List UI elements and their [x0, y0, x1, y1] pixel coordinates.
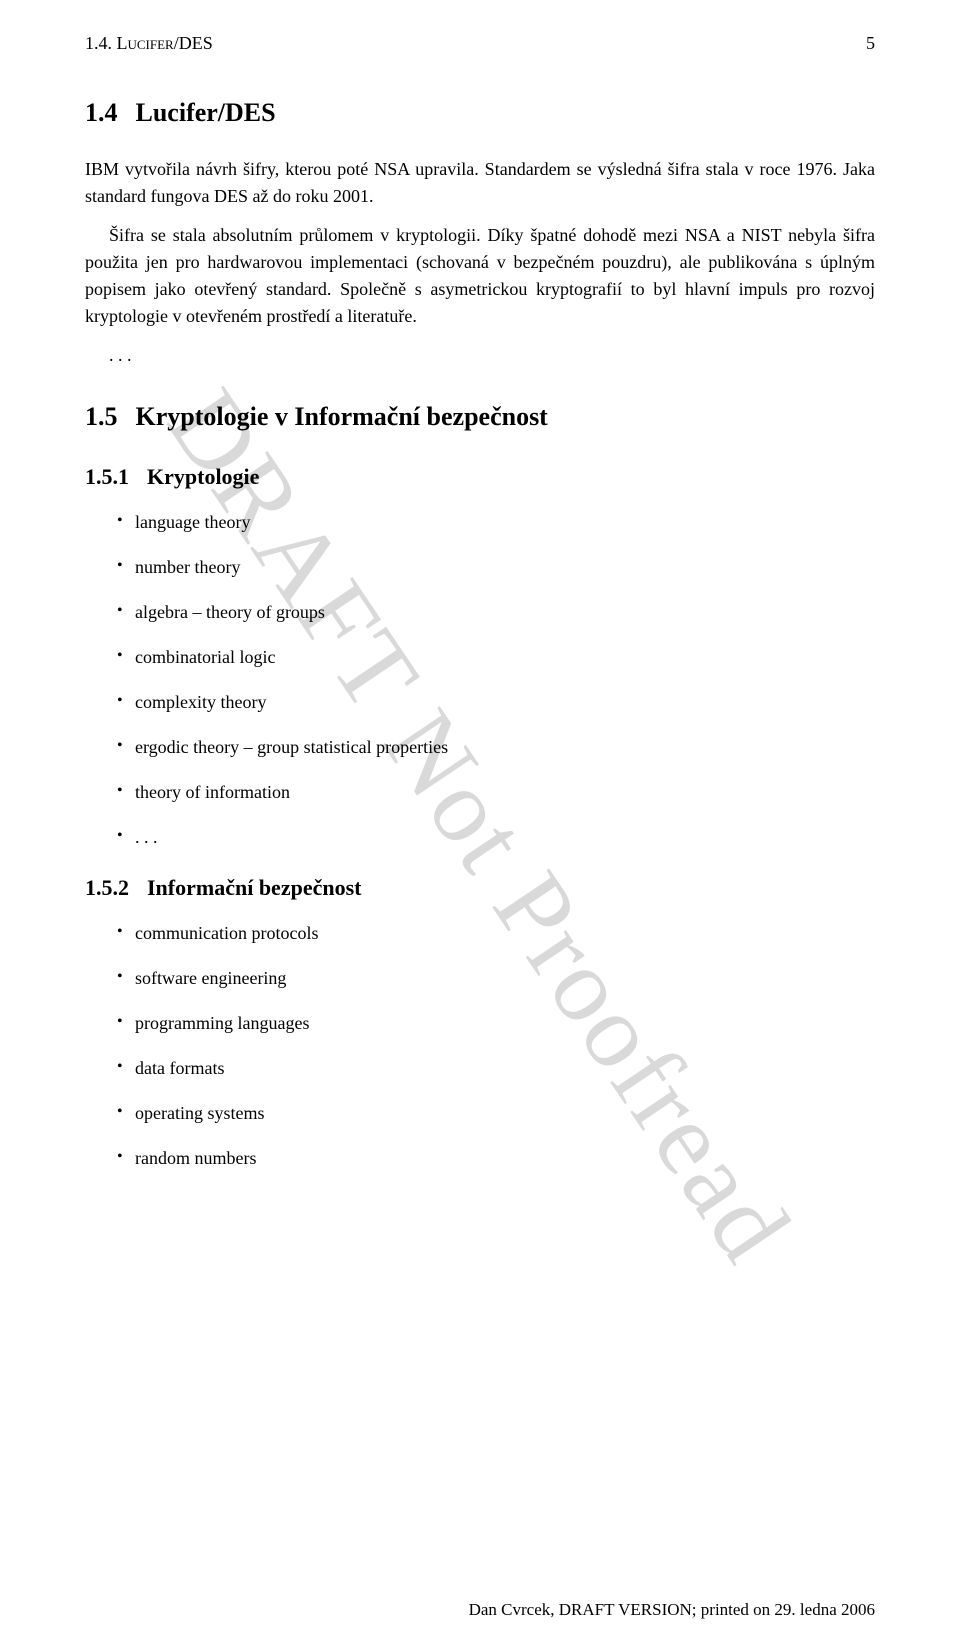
list-item: software engineering: [117, 965, 875, 992]
section-1-4-number: 1.4: [85, 93, 118, 132]
section-1-4-title: Lucifer/DES: [136, 98, 276, 127]
section-1-5-title: Kryptologie v Informační bezpečnost: [136, 402, 548, 431]
list-item: operating systems: [117, 1100, 875, 1127]
list-item: theory of information: [117, 779, 875, 806]
list-item: ergodic theory – group statistical prope…: [117, 734, 875, 761]
page-content: 1.4. Lucifer/DES 5 1.4 Lucifer/DES IBM vy…: [85, 30, 875, 1172]
list-item: data formats: [117, 1055, 875, 1082]
subsection-1-5-1-number: 1.5.1: [85, 460, 129, 493]
list-item: combinatorial logic: [117, 644, 875, 671]
subsection-1-5-2-heading: 1.5.2 Informační bezpečnost: [85, 871, 875, 904]
list-item: language theory: [117, 509, 875, 536]
list-item: complexity theory: [117, 689, 875, 716]
list-item: algebra – theory of groups: [117, 599, 875, 626]
section-1-5-number: 1.5: [85, 397, 118, 436]
subsection-1-5-1-heading: 1.5.1 Kryptologie: [85, 460, 875, 493]
list-item: number theory: [117, 554, 875, 581]
page-header: 1.4. Lucifer/DES 5: [85, 30, 875, 57]
list-item: random numbers: [117, 1145, 875, 1172]
list-item: communication protocols: [117, 920, 875, 947]
list-item: programming languages: [117, 1010, 875, 1037]
list-1-5-1: language theory number theory algebra – …: [117, 509, 875, 851]
section-1-4-para-1: IBM vytvořila návrh šifry, kterou poté N…: [85, 156, 875, 210]
list-1-5-2: communication protocols software enginee…: [117, 920, 875, 1172]
section-1-4-para-2: Šifra se stala absolutním průlomem v kry…: [85, 222, 875, 330]
list-item: . . .: [117, 824, 875, 851]
section-1-4-ellipsis: . . .: [109, 342, 875, 369]
subsection-1-5-2-title: Informační bezpečnost: [147, 875, 361, 900]
section-1-4-heading: 1.4 Lucifer/DES: [85, 93, 875, 132]
subsection-1-5-2-number: 1.5.2: [85, 871, 129, 904]
subsection-1-5-1-title: Kryptologie: [147, 464, 259, 489]
footer: Dan Cvrcek, DRAFT VERSION; printed on 29…: [469, 1597, 875, 1623]
section-1-5-heading: 1.5 Kryptologie v Informační bezpečnost: [85, 397, 875, 436]
page-number: 5: [866, 30, 875, 57]
header-left: 1.4. Lucifer/DES: [85, 30, 213, 57]
